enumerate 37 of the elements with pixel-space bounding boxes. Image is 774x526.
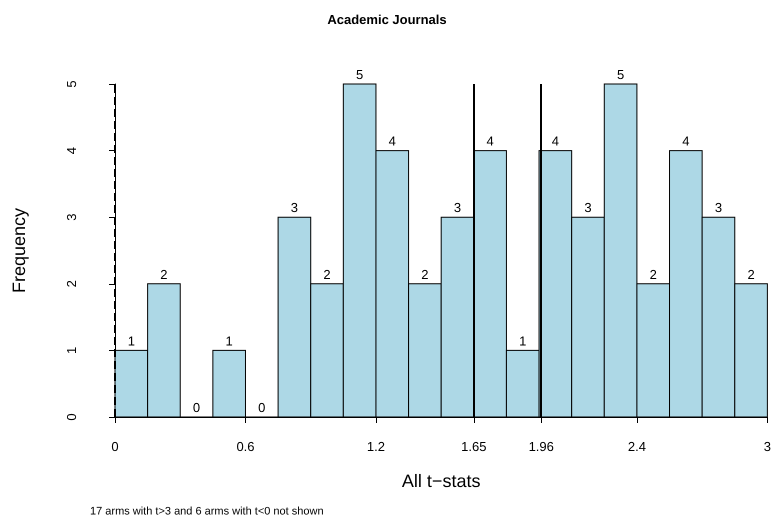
chart-title: Academic Journals xyxy=(327,12,447,27)
data-label: 3 xyxy=(454,200,462,216)
data-label: 4 xyxy=(388,134,396,149)
y-tick-label: 4 xyxy=(64,146,79,154)
y-tick-label: 3 xyxy=(64,214,79,221)
x-tick-label: 2.4 xyxy=(628,439,646,454)
x-tick-label: 1.96 xyxy=(528,439,554,454)
data-label: 2 xyxy=(650,266,657,282)
y-tick-label: 0 xyxy=(64,413,79,421)
y-tick-label: 1 xyxy=(64,346,79,354)
x-tick-label: 3 xyxy=(764,439,771,454)
data-label: 4 xyxy=(486,134,494,149)
data-label: 2 xyxy=(421,266,428,282)
data-label: 0 xyxy=(192,400,200,415)
data-label: 4 xyxy=(552,134,559,149)
data-label: 5 xyxy=(616,67,624,82)
text: 17 arms with t>3 and 6 arms with t<0 not shown xyxy=(90,506,324,518)
x-tick-label: 1.65 xyxy=(461,439,486,454)
y-tick-label: 5 xyxy=(64,80,79,88)
data-label: 1 xyxy=(519,333,526,348)
data-label: 1 xyxy=(226,333,233,348)
data-label: 1 xyxy=(128,333,135,348)
data-label: 5 xyxy=(356,67,364,82)
y-axis-title: Frequency xyxy=(9,208,29,294)
x-tick-label: 0 xyxy=(111,439,119,454)
data-label: 0 xyxy=(258,400,266,415)
x-tick-label: 0.6 xyxy=(236,439,255,454)
x-tick-label: 1.2 xyxy=(366,439,385,454)
x-axis-title: All t−stats xyxy=(402,471,480,491)
data-label: 3 xyxy=(584,200,592,216)
data-label: 3 xyxy=(290,200,298,216)
data-label: 3 xyxy=(714,200,722,216)
y-tick-label: 2 xyxy=(64,280,79,288)
data-label: 2 xyxy=(747,266,755,282)
data-label: 2 xyxy=(160,266,168,282)
data-label: 2 xyxy=(323,266,331,282)
data-label: 4 xyxy=(682,134,690,149)
